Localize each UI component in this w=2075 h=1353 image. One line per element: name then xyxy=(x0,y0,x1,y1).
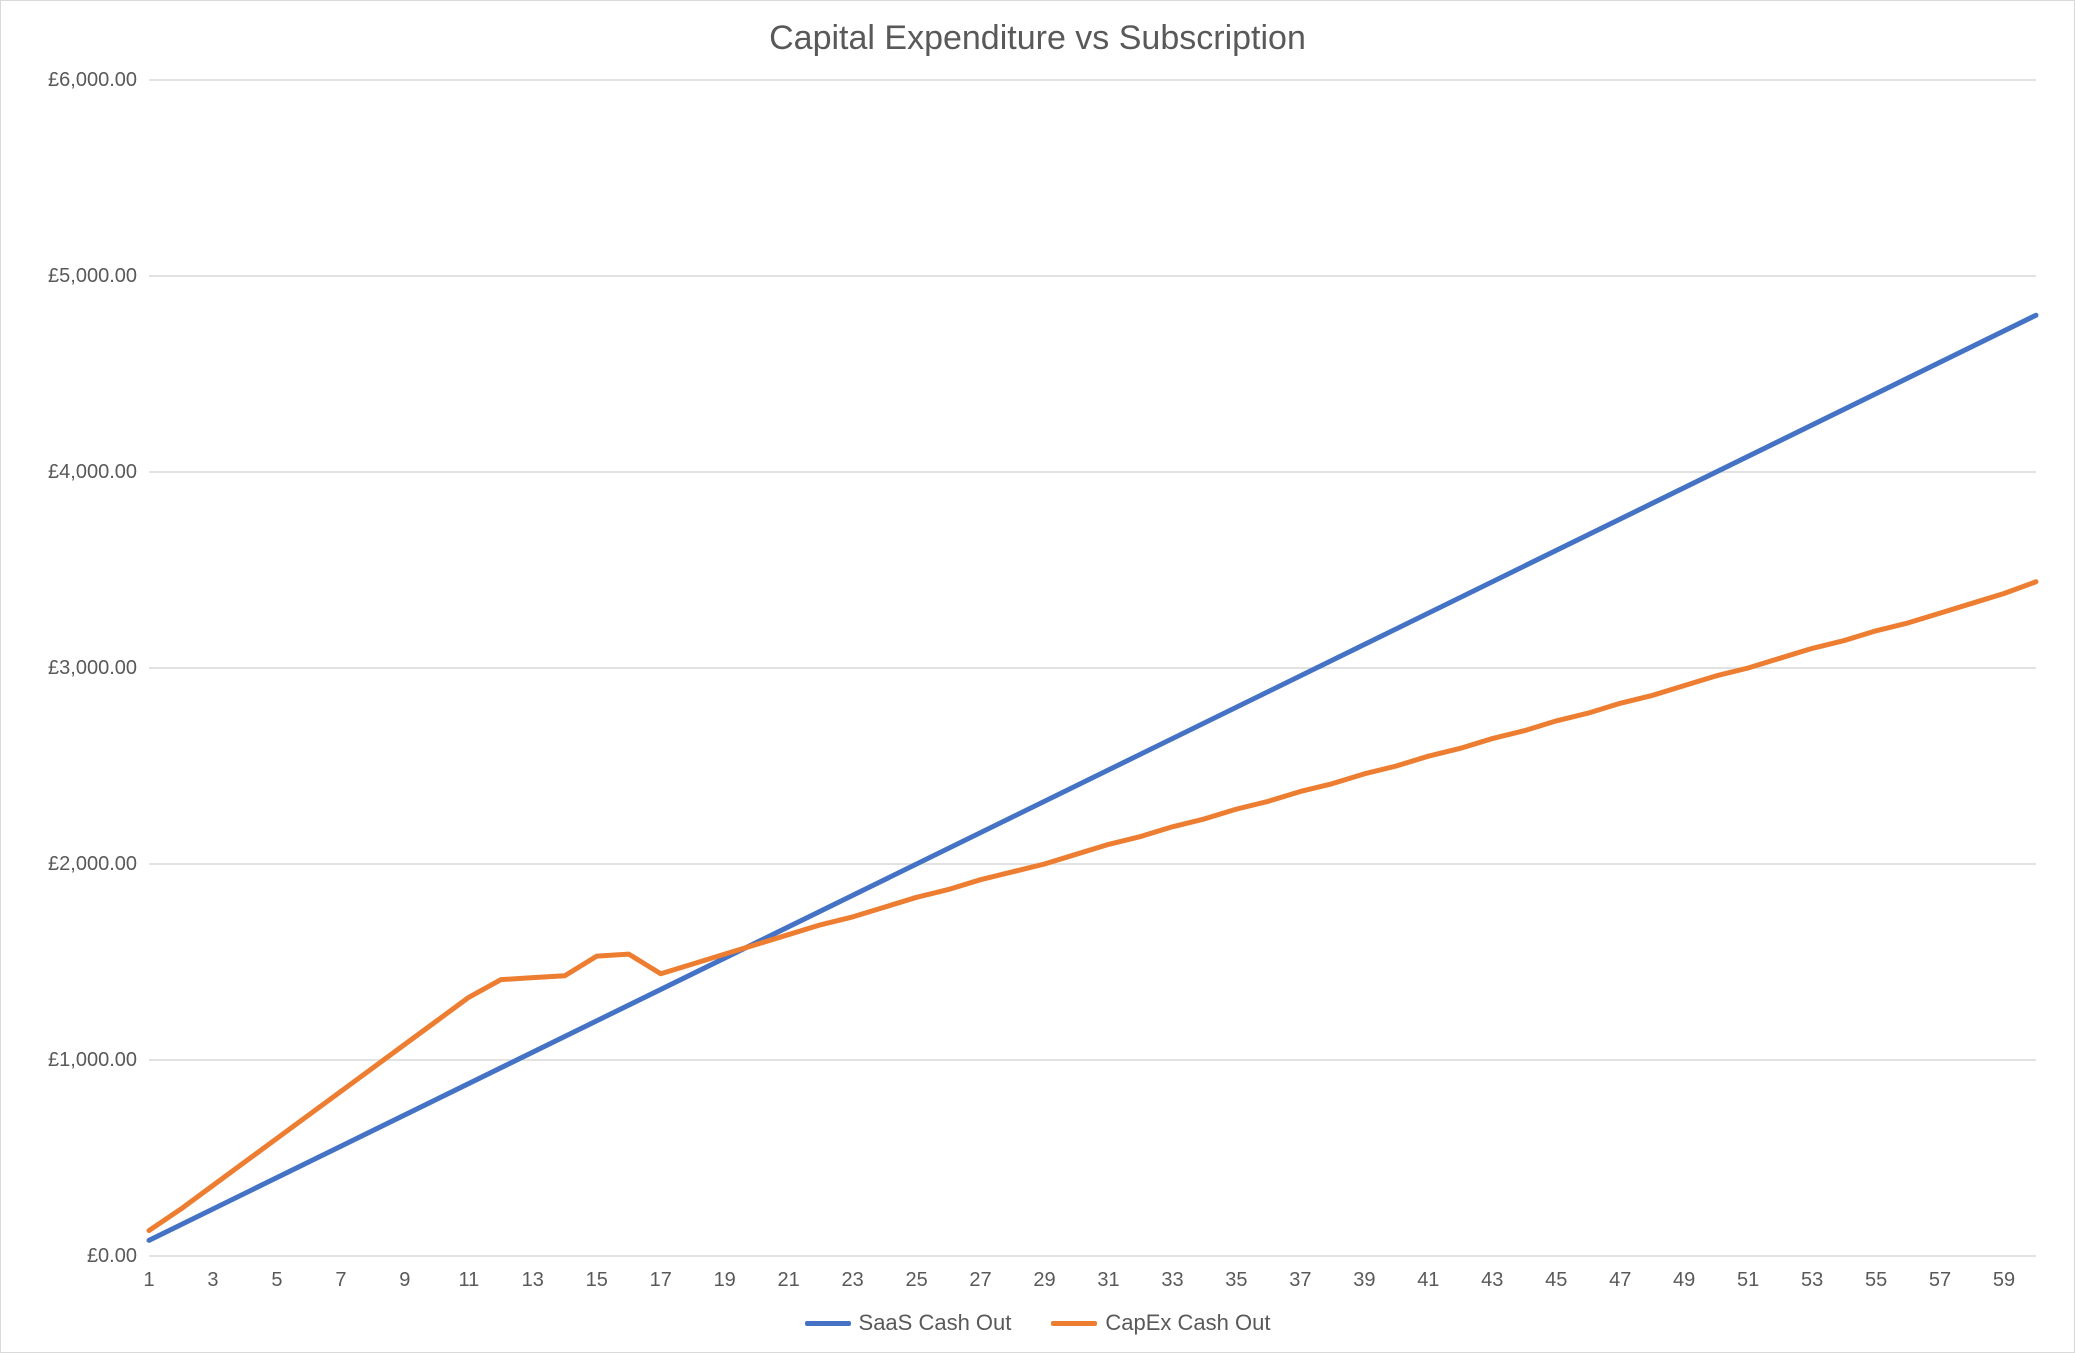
svg-text:53: 53 xyxy=(1801,1269,1823,1291)
svg-text:£1,000.00: £1,000.00 xyxy=(48,1049,137,1071)
svg-text:3: 3 xyxy=(207,1269,218,1291)
legend-label-capex: CapEx Cash Out xyxy=(1105,1310,1270,1336)
svg-text:55: 55 xyxy=(1865,1269,1887,1291)
svg-text:49: 49 xyxy=(1673,1269,1695,1291)
svg-text:25: 25 xyxy=(905,1269,927,1291)
legend-item-saas: SaaS Cash Out xyxy=(805,1310,1012,1336)
svg-text:45: 45 xyxy=(1545,1269,1567,1291)
svg-text:41: 41 xyxy=(1417,1269,1439,1291)
svg-text:9: 9 xyxy=(399,1269,410,1291)
svg-text:51: 51 xyxy=(1737,1269,1759,1291)
svg-text:23: 23 xyxy=(842,1269,864,1291)
svg-text:37: 37 xyxy=(1289,1269,1311,1291)
svg-text:£6,000.00: £6,000.00 xyxy=(48,70,137,91)
legend-swatch-saas xyxy=(805,1321,851,1326)
legend-swatch-capex xyxy=(1051,1321,1097,1326)
legend: SaaS Cash Out CapEx Cash Out xyxy=(19,1310,2056,1342)
svg-text:£4,000.00: £4,000.00 xyxy=(48,461,137,483)
svg-text:47: 47 xyxy=(1609,1269,1631,1291)
svg-text:29: 29 xyxy=(1033,1269,1055,1291)
legend-item-capex: CapEx Cash Out xyxy=(1051,1310,1270,1336)
svg-text:£5,000.00: £5,000.00 xyxy=(48,265,137,287)
svg-text:39: 39 xyxy=(1353,1269,1375,1291)
legend-label-saas: SaaS Cash Out xyxy=(859,1310,1012,1336)
svg-text:35: 35 xyxy=(1225,1269,1247,1291)
svg-text:£0.00: £0.00 xyxy=(87,1245,137,1267)
svg-text:£3,000.00: £3,000.00 xyxy=(48,657,137,679)
svg-text:5: 5 xyxy=(271,1269,282,1291)
svg-text:7: 7 xyxy=(335,1269,346,1291)
chart-title: Capital Expenditure vs Subscription xyxy=(19,19,2056,58)
svg-text:11: 11 xyxy=(458,1269,479,1291)
svg-text:1: 1 xyxy=(143,1269,154,1291)
plot-area: £0.00 £1,000.00 £2,000.00 £3,000.00 £4,000.0… xyxy=(19,70,2056,1302)
chart-svg: £0.00 £1,000.00 £2,000.00 £3,000.00 £4,000.0… xyxy=(19,70,2056,1302)
chart-container: Capital Expenditure vs Subscription £0.0… xyxy=(0,0,2075,1353)
svg-text:33: 33 xyxy=(1161,1269,1183,1291)
svg-text:21: 21 xyxy=(778,1269,800,1291)
svg-text:£2,000.00: £2,000.00 xyxy=(48,853,137,875)
svg-text:13: 13 xyxy=(522,1269,544,1291)
svg-text:57: 57 xyxy=(1929,1269,1951,1291)
svg-text:15: 15 xyxy=(586,1269,608,1291)
svg-text:31: 31 xyxy=(1097,1269,1119,1291)
svg-text:27: 27 xyxy=(969,1269,991,1291)
svg-text:59: 59 xyxy=(1993,1269,2015,1291)
svg-text:17: 17 xyxy=(650,1269,672,1291)
svg-text:43: 43 xyxy=(1481,1269,1503,1291)
svg-text:19: 19 xyxy=(714,1269,736,1291)
